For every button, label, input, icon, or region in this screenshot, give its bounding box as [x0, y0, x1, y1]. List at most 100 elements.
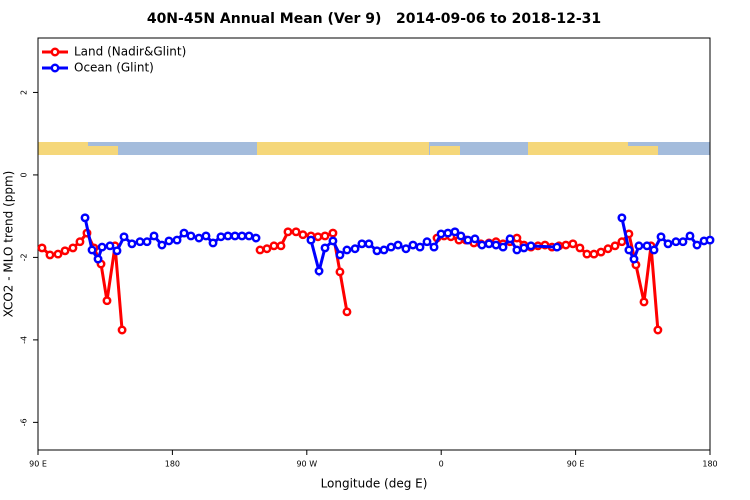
data-point [386, 242, 396, 252]
data-point [603, 244, 613, 254]
data-point [230, 231, 240, 241]
data-point [526, 241, 536, 251]
data-point [379, 245, 389, 255]
data-point [314, 266, 324, 276]
x-tick-label: 180 [702, 460, 717, 469]
map-strip [38, 142, 710, 155]
data-point [463, 235, 473, 245]
data-point [237, 231, 247, 241]
data-point [617, 237, 627, 247]
data-point [60, 246, 70, 256]
legend-marker [50, 63, 60, 73]
data-point [335, 250, 345, 260]
data-point [685, 231, 695, 241]
data-point [456, 231, 466, 241]
data-point [422, 237, 432, 247]
data-point [470, 234, 480, 244]
data-point [629, 254, 639, 264]
data-point [68, 243, 78, 253]
data-point [335, 267, 345, 277]
data-point [172, 235, 182, 245]
data-point [80, 213, 90, 223]
data-point [251, 233, 261, 243]
data-point [328, 228, 338, 238]
data-point [208, 238, 218, 248]
data-point [313, 232, 323, 242]
data-point [244, 231, 254, 241]
data-point [634, 241, 644, 251]
chart-title: 40N-45N Annual Mean (Ver 9) 2014-09-06 t… [147, 11, 601, 27]
y-tick-label: -2 [20, 253, 29, 261]
data-point [436, 229, 446, 239]
data-point [135, 237, 145, 247]
data-point [283, 227, 293, 237]
data-point [364, 239, 374, 249]
data-point [653, 325, 663, 335]
data-point [656, 232, 666, 242]
y-tick-label: -6 [20, 418, 29, 426]
data-point [291, 227, 301, 237]
data-point [568, 239, 578, 249]
data-point [649, 245, 659, 255]
data-point [498, 242, 508, 252]
data-point [575, 243, 585, 253]
data-point [372, 246, 382, 256]
data-point [639, 297, 649, 307]
data-point [127, 239, 137, 249]
data-point [589, 249, 599, 259]
data-point [255, 245, 265, 255]
data-point [53, 249, 63, 259]
data-point [477, 240, 487, 250]
data-point [401, 244, 411, 254]
x-tick-label: 90 W [296, 460, 317, 469]
data-point [328, 236, 338, 246]
data-point [102, 296, 112, 306]
data-point [298, 230, 308, 240]
data-point [596, 247, 606, 257]
data-point [186, 231, 196, 241]
y-axis-label: XCO2 - MLO trend (ppm) [2, 171, 16, 318]
data-point [97, 242, 107, 252]
data-point [519, 243, 529, 253]
data-point [87, 245, 97, 255]
data-point [692, 240, 702, 250]
data-point [276, 241, 286, 251]
data-point [512, 245, 522, 255]
data-point [610, 241, 620, 251]
x-axis-label: Longitude (deg E) [321, 477, 428, 491]
data-point [350, 244, 360, 254]
data-point [671, 237, 681, 247]
data-point [269, 241, 279, 251]
data-point [306, 235, 316, 245]
data-point [216, 232, 226, 242]
data-point [512, 233, 522, 243]
data-point [119, 232, 129, 242]
data-point [582, 249, 592, 259]
data-point [663, 239, 673, 249]
data-point [149, 231, 159, 241]
y-tick-label: 0 [20, 172, 29, 177]
data-point [37, 243, 47, 253]
data-point [357, 239, 367, 249]
data-point [112, 246, 122, 256]
data-point [93, 254, 103, 264]
data-point [429, 242, 439, 252]
data-point [705, 235, 715, 245]
data-point [320, 243, 330, 253]
data-point [179, 228, 189, 238]
x-tick-label: 90 E [29, 460, 47, 469]
y-tick-label: 2 [20, 90, 29, 95]
data-point [75, 237, 85, 247]
data-point [678, 237, 688, 247]
data-point [561, 240, 571, 250]
data-point [262, 244, 272, 254]
data-point [342, 245, 352, 255]
data-point [617, 213, 627, 223]
x-tick-label: 0 [439, 460, 444, 469]
data-point [194, 233, 204, 243]
x-tick-label: 90 E [567, 460, 585, 469]
data-point [491, 240, 501, 250]
data-point [164, 236, 174, 246]
data-point [408, 240, 418, 250]
x-tick-label: 180 [165, 460, 180, 469]
